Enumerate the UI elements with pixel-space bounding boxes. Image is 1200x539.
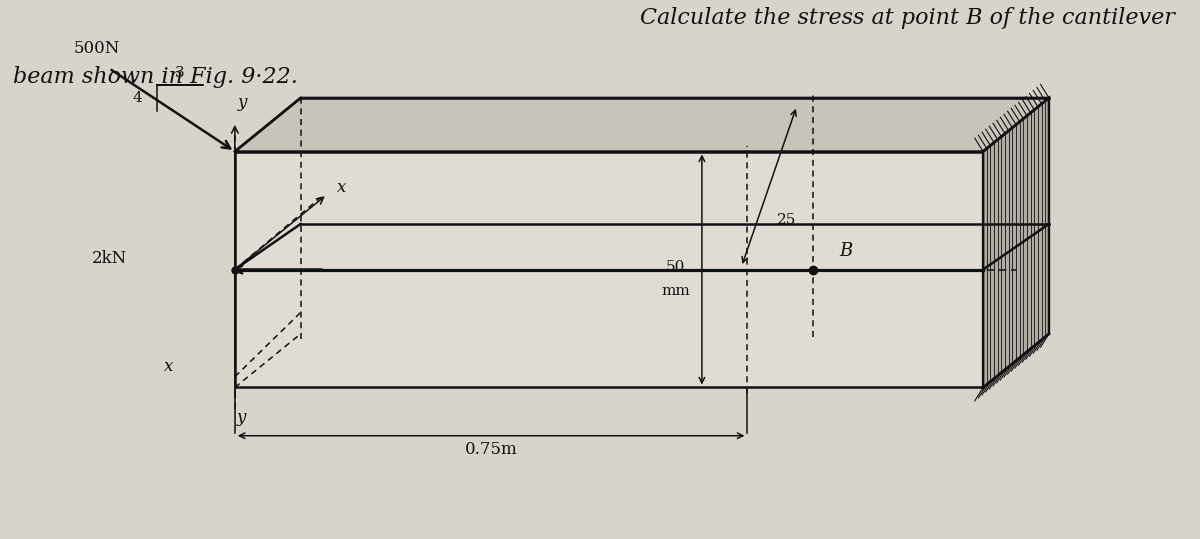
Polygon shape	[983, 98, 1049, 388]
Text: Calculate the stress at point B of the cantilever: Calculate the stress at point B of the c…	[640, 7, 1175, 29]
Text: 2kN: 2kN	[91, 250, 127, 267]
Text: 3: 3	[175, 66, 185, 80]
Text: 0.75m: 0.75m	[464, 441, 517, 459]
Polygon shape	[235, 151, 983, 388]
Polygon shape	[235, 98, 1049, 151]
Text: y: y	[236, 409, 246, 426]
Text: B: B	[840, 242, 853, 260]
Text: x: x	[337, 179, 346, 196]
Text: x: x	[164, 358, 174, 375]
Text: 25: 25	[778, 213, 797, 227]
Text: 50: 50	[666, 260, 685, 274]
Text: 500N: 500N	[74, 40, 120, 57]
Text: beam shown in Fig. 9·22.: beam shown in Fig. 9·22.	[13, 66, 299, 88]
Text: y: y	[238, 94, 247, 112]
Text: 4: 4	[133, 91, 143, 105]
Text: mm: mm	[661, 284, 690, 298]
